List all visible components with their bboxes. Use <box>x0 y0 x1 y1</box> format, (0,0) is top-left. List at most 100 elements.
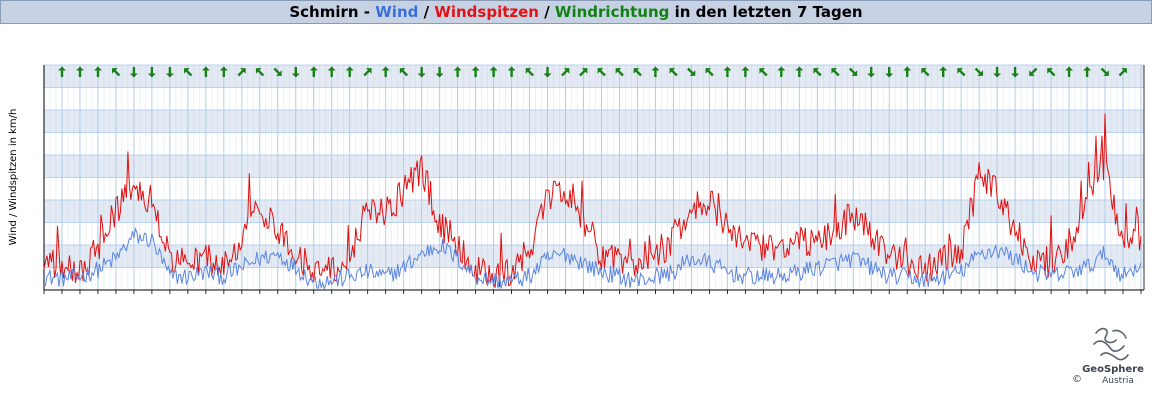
direction-arrow-icon <box>813 68 822 77</box>
direction-arrow-icon <box>417 67 426 78</box>
direction-arrow-shape <box>687 67 696 76</box>
direction-arrow-icon <box>1065 66 1074 77</box>
direction-arrow-icon <box>237 68 246 77</box>
direction-arrow-icon <box>993 67 1002 78</box>
direction-arrow-shape <box>813 68 822 77</box>
direction-arrow-shape <box>1118 68 1127 77</box>
direction-arrow-shape <box>831 68 840 77</box>
title-direction: Windrichtung <box>554 3 670 21</box>
direction-arrow-shape <box>525 68 534 77</box>
direction-arrow-icon <box>471 66 480 77</box>
direction-arrow-shape <box>921 68 930 77</box>
series-line-gusts <box>43 113 1142 288</box>
direction-arrow-shape <box>543 67 552 78</box>
direction-arrow-shape <box>1065 66 1074 77</box>
direction-arrow-icon <box>94 66 102 77</box>
direction-arrow-icon <box>453 66 462 77</box>
direction-arrow-icon <box>597 68 606 77</box>
direction-arrow-shape <box>76 66 84 77</box>
axes <box>43 65 1145 294</box>
direction-arrow-icon <box>687 67 696 76</box>
geosphere-logo-name: GeoSphere <box>1082 364 1144 375</box>
y-band <box>44 65 1144 88</box>
y-axis-title: Wind / Windspitzen in km/h <box>8 109 19 246</box>
direction-arrow-icon <box>345 66 354 77</box>
direction-arrow-icon <box>903 66 912 77</box>
direction-arrow-icon <box>831 68 840 77</box>
direction-arrow-shape <box>237 68 246 77</box>
direction-arrow-shape <box>705 68 714 77</box>
direction-arrow-icon <box>112 68 121 77</box>
direction-arrow-shape <box>345 66 354 77</box>
direction-arrow-shape <box>669 68 678 77</box>
direction-arrow-icon <box>848 67 858 76</box>
direction-arrow-shape <box>147 67 156 78</box>
direction-arrow-shape <box>777 66 786 77</box>
direction-arrow-shape <box>795 66 804 77</box>
direction-arrow-icon <box>507 66 516 77</box>
direction-arrow-shape <box>381 66 390 77</box>
direction-arrow-icon <box>435 67 444 78</box>
direction-arrow-icon <box>184 68 193 77</box>
title-sep-1: / <box>418 3 435 21</box>
direction-arrow-shape <box>435 67 444 78</box>
series-line-wind <box>43 226 1142 291</box>
direction-arrow-shape <box>597 68 606 77</box>
direction-arrow-shape <box>219 66 228 77</box>
direction-arrow-shape <box>1100 67 1109 76</box>
direction-arrow-icon <box>58 66 66 77</box>
direction-arrow-icon <box>561 68 570 77</box>
direction-arrow-icon <box>273 67 282 76</box>
direction-arrow-icon <box>129 67 138 78</box>
direction-arrow-shape <box>94 66 102 77</box>
direction-arrow-icon <box>633 68 642 77</box>
direction-arrow-icon <box>1100 67 1109 76</box>
direction-arrow-icon <box>327 66 336 77</box>
direction-arrow-shape <box>848 67 858 76</box>
direction-arrow-icon <box>399 68 409 77</box>
direction-arrow-icon <box>777 66 786 77</box>
direction-arrow-shape <box>939 66 948 77</box>
direction-arrow-shape <box>309 66 318 77</box>
copyright-symbol: © <box>1072 374 1082 385</box>
direction-arrow-icon <box>291 67 300 78</box>
direction-arrow-shape <box>974 67 983 76</box>
direction-arrow-shape <box>255 68 265 77</box>
direction-arrow-shape <box>201 66 210 77</box>
direction-arrow-icon <box>885 67 894 78</box>
direction-arrow-icon <box>974 67 983 76</box>
y-band <box>44 110 1144 133</box>
direction-arrow-shape <box>471 66 480 77</box>
direction-arrow-shape <box>291 67 300 78</box>
direction-arrow-icon <box>1047 68 1056 77</box>
direction-arrow-icon <box>579 68 588 77</box>
direction-arrow-icon <box>795 66 804 77</box>
direction-arrow-shape <box>129 67 138 78</box>
direction-arrow-shape <box>363 68 372 77</box>
geosphere-logo: GeoSphere © Austria <box>1072 327 1144 386</box>
title-sep-2: / <box>538 3 555 21</box>
direction-arrow-icon <box>939 66 948 77</box>
direction-arrow-shape <box>417 67 426 78</box>
direction-arrow-shape <box>489 66 498 77</box>
direction-arrow-shape <box>58 66 66 77</box>
direction-arrow-shape <box>651 66 660 77</box>
direction-arrow-icon <box>921 68 930 77</box>
direction-arrow-shape <box>1047 68 1056 77</box>
direction-arrow-icon <box>705 68 714 77</box>
direction-arrow-icon <box>615 68 624 77</box>
direction-arrow-shape <box>723 66 732 77</box>
direction-arrow-icon <box>543 67 552 78</box>
direction-arrow-icon <box>1029 67 1038 76</box>
direction-arrow-shape <box>957 68 966 77</box>
direction-arrow-icon <box>957 68 966 77</box>
geosphere-logo-sub: Austria <box>1102 376 1134 386</box>
direction-row <box>58 66 1127 78</box>
direction-arrow-shape <box>507 66 516 77</box>
direction-arrow-shape <box>1011 67 1020 78</box>
direction-arrow-icon <box>255 68 265 77</box>
y-band <box>44 200 1144 223</box>
title-suffix: in den letzten 7 Tagen <box>669 3 863 21</box>
direction-arrow-icon <box>381 66 390 77</box>
direction-arrow-shape <box>867 67 876 78</box>
